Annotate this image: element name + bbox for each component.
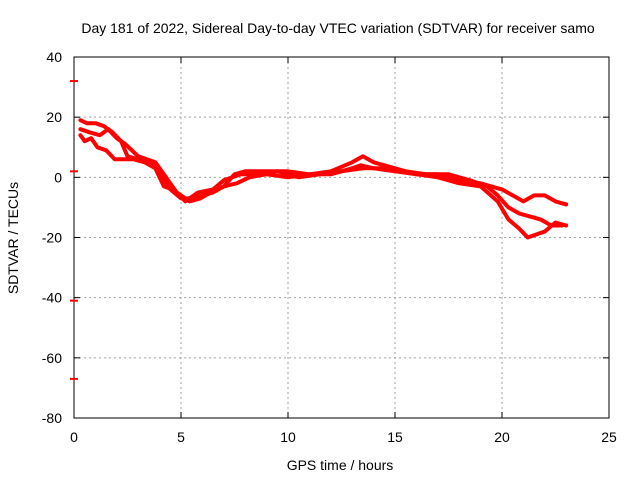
x-tick-label: 20 [494, 429, 510, 445]
y-tick-label: 0 [54, 169, 62, 185]
x-tick-label: 5 [177, 429, 185, 445]
y-tick-label: 40 [46, 49, 62, 65]
y-tick-label: -60 [42, 350, 62, 366]
outlier-layer [70, 80, 78, 380]
chart-title: Day 181 of 2022, Sidereal Day-to-day VTE… [81, 20, 594, 36]
tick-layer: 0 5 10 15 20 25 -80 -60 -40 -20 0 20 40 [42, 49, 617, 445]
x-tick-label: 15 [387, 429, 403, 445]
series-track-c [78, 133, 569, 240]
grid-layer [74, 57, 609, 418]
y-tick-label: -40 [42, 290, 62, 306]
x-tick-label: 10 [280, 429, 296, 445]
y-axis-label: SDTVAR / TECUs [5, 182, 21, 294]
x-axis-label: GPS time / hours [287, 457, 394, 473]
y-tick-label: 20 [46, 109, 62, 125]
x-tick-label: 0 [70, 429, 78, 445]
x-tick-label: 25 [601, 429, 617, 445]
y-tick-label: -80 [42, 410, 62, 426]
series-track-b [78, 127, 564, 228]
series-layer [78, 118, 569, 240]
y-tick-label: -20 [42, 230, 62, 246]
